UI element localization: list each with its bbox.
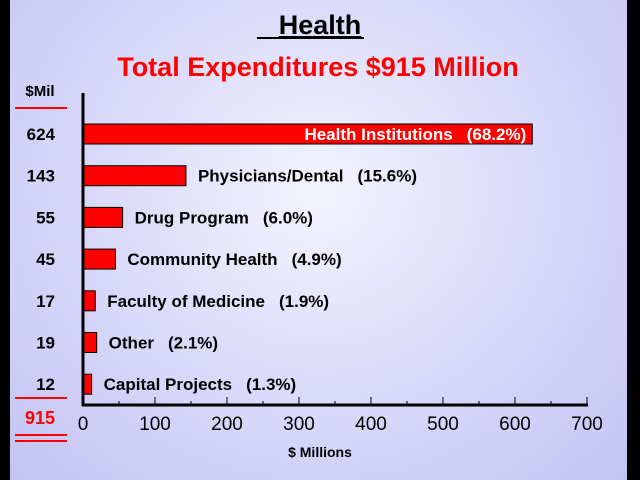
bar-category-label: Health Institutions (68.2%): [304, 125, 526, 144]
category-name: Physicians/Dental: [198, 167, 344, 186]
x-tick-label: 600: [499, 414, 531, 435]
bar-category-label: Other (2.1%): [109, 334, 218, 353]
category-percent: (1.9%): [279, 292, 329, 311]
x-tick-label: 700: [571, 414, 603, 435]
category-name: Health Institutions: [304, 125, 452, 144]
bar-category-label: Faculty of Medicine (1.9%): [107, 292, 329, 311]
chart-subtitle: Total Expenditures $915 Million: [117, 52, 519, 82]
category-name: Other: [109, 334, 155, 353]
bar-category-label: Drug Program (6.0%): [135, 208, 313, 227]
bar: [82, 332, 98, 353]
x-tick-label: 100: [139, 414, 171, 435]
bar-value-label: 143: [27, 167, 55, 186]
total-value: 915: [25, 408, 55, 428]
category-percent: (68.2%): [467, 125, 527, 144]
bar-value-label: 12: [36, 375, 55, 394]
bar-value-label: 45: [36, 250, 55, 269]
x-tick-label: 500: [427, 414, 459, 435]
category-name: Drug Program: [135, 208, 249, 227]
bar-category-label: Capital Projects (1.3%): [104, 375, 297, 394]
bar: [82, 206, 124, 228]
bar-category-label: Physicians/Dental (15.6%): [198, 167, 417, 186]
bar-category-label: Community Health (4.9%): [127, 250, 341, 269]
category-name: Capital Projects: [104, 375, 233, 394]
bar: [82, 248, 116, 270]
x-tick-label: 200: [211, 414, 243, 435]
category-percent: (15.6%): [357, 167, 417, 186]
category-percent: (4.9%): [292, 250, 342, 269]
category-percent: (2.1%): [168, 334, 218, 353]
x-tick-label: 400: [355, 414, 387, 435]
category-percent: (1.3%): [246, 375, 296, 394]
bar: [82, 290, 96, 312]
category-percent: (6.0%): [263, 208, 313, 227]
bar-value-label: 19: [36, 334, 55, 353]
slide-background: [10, 0, 627, 480]
value-column-header: $Mil: [25, 83, 54, 100]
bar-value-label: 624: [27, 125, 56, 144]
x-tick-label: 0: [78, 414, 89, 435]
bar-value-label: 17: [36, 292, 55, 311]
bar: [82, 165, 187, 187]
chart-title: Health: [279, 10, 362, 40]
x-tick-label: 300: [283, 414, 315, 435]
bar-value-label: 55: [36, 208, 55, 227]
category-name: Community Health: [127, 250, 277, 269]
category-name: Faculty of Medicine: [107, 292, 265, 311]
x-axis-label: $ Millions: [288, 444, 352, 460]
